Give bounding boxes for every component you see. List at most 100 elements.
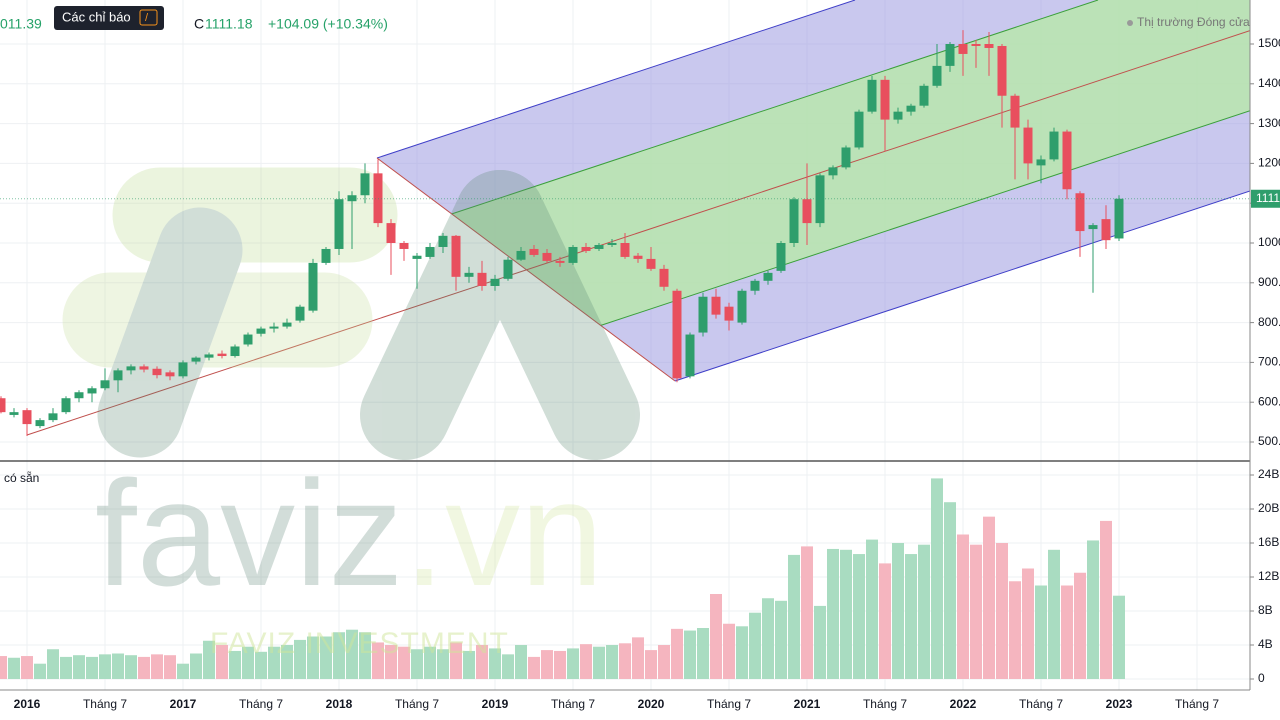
- candle-body: [841, 147, 851, 168]
- candle-body: [48, 413, 58, 421]
- volume-bar: [1113, 595, 1125, 679]
- x-tick-label: Tháng 7: [1019, 697, 1063, 711]
- volume-bar: [164, 655, 176, 679]
- volume-bar: [411, 649, 423, 679]
- candle-body: [958, 44, 968, 54]
- volume-bar: [996, 543, 1008, 679]
- volume-bar: [255, 651, 267, 679]
- volume-bar: [437, 649, 449, 679]
- volume-bar: [398, 646, 410, 679]
- volume-bar: [762, 598, 774, 679]
- candle-body: [230, 346, 240, 357]
- volume-bar: [125, 655, 137, 679]
- volume-bar: [177, 663, 189, 679]
- volume-bar: [1022, 568, 1034, 679]
- candle-body: [61, 398, 71, 413]
- y2-tick-label: 12B: [1258, 569, 1279, 583]
- candle-body: [1049, 131, 1059, 160]
- candle-body: [100, 380, 110, 389]
- volume-bar: [710, 594, 722, 679]
- candle-body: [633, 255, 643, 259]
- candle-body: [22, 410, 32, 425]
- candle-body: [867, 79, 877, 112]
- candle-body: [828, 167, 838, 176]
- candle-body: [1114, 198, 1124, 239]
- watermark-text: faviz.vn: [95, 449, 604, 617]
- candle-body: [74, 392, 84, 399]
- candle-body: [152, 368, 162, 376]
- candle-body: [581, 246, 591, 251]
- header-close-label: C: [194, 16, 204, 32]
- volume-bar: [502, 654, 514, 679]
- pitchfork: [26, 0, 1250, 436]
- x-tick-label: 2023: [1106, 697, 1133, 711]
- volume-bar: [47, 649, 59, 679]
- volume-bar: [684, 630, 696, 679]
- candle-body: [568, 246, 578, 263]
- volume-bar: [554, 650, 566, 679]
- volume-bar: [528, 656, 540, 679]
- volume-bar: [281, 645, 293, 679]
- y-tick-label: 500.00: [1258, 434, 1280, 448]
- volume-bar: [658, 645, 670, 679]
- tooltip-icon: [139, 9, 158, 26]
- candle-body: [1088, 225, 1098, 230]
- y-tick-label: 1200.00: [1258, 156, 1280, 170]
- candle-body: [932, 65, 942, 86]
- volume-bar: [840, 549, 852, 679]
- candle-body: [1101, 219, 1111, 241]
- y-tick-label: 800.00: [1258, 315, 1280, 329]
- volume-bar: [385, 645, 397, 679]
- candle-body: [1023, 127, 1033, 164]
- x-tick-label: 2018: [326, 697, 353, 711]
- y2-tick-label: 20B: [1258, 501, 1279, 515]
- candle-body: [347, 195, 357, 202]
- candle-body: [165, 372, 175, 377]
- volume-bar: [957, 534, 969, 679]
- pitchfork-line: [451, 0, 1099, 215]
- volume-bar: [242, 646, 254, 679]
- candle-body: [542, 252, 552, 261]
- candle-body: [607, 243, 617, 245]
- candle-body: [360, 173, 370, 196]
- x-tick-label: Tháng 7: [239, 697, 283, 711]
- candle-body: [997, 45, 1007, 96]
- candle-body: [178, 362, 188, 377]
- candle-body: [412, 255, 422, 259]
- candle-body: [1036, 159, 1046, 166]
- candle-body: [113, 370, 123, 381]
- candle-body: [529, 248, 539, 255]
- volume-bar: [1009, 581, 1021, 679]
- y-tick-label: 1300.00: [1258, 116, 1280, 130]
- volume-bar: [8, 657, 20, 679]
- volume-bar: [931, 478, 943, 679]
- candle-body: [724, 306, 734, 321]
- candle-body: [984, 44, 994, 48]
- header-open: 011.39: [0, 16, 42, 32]
- candle-body: [802, 199, 812, 224]
- x-tick-label: 2016: [14, 697, 41, 711]
- candle-body: [555, 260, 565, 263]
- candle-body: [282, 322, 292, 327]
- watermark-company: FAVIZ INVESTMENT: [210, 627, 509, 660]
- y-tick-label: 1000.00: [1258, 235, 1280, 249]
- volume-bar: [541, 650, 553, 679]
- candle-body: [763, 272, 773, 281]
- volume-bar: [34, 663, 46, 679]
- candle-body: [0, 398, 6, 413]
- candle-body: [516, 250, 526, 260]
- volume-bar: [151, 654, 163, 679]
- candle-body: [451, 235, 461, 277]
- volume-bar: [216, 645, 228, 679]
- x-tick-label: 2017: [170, 697, 197, 711]
- x-tick-label: 2021: [794, 697, 821, 711]
- candle-body: [893, 111, 903, 120]
- volume-note: có sẵn: [4, 470, 39, 485]
- volume-bar: [463, 650, 475, 679]
- candle-body: [256, 328, 266, 334]
- volume-bar: [814, 605, 826, 679]
- x-tick-label: 2022: [950, 697, 977, 711]
- volume-bar: [203, 640, 215, 679]
- volume-bar: [1087, 540, 1099, 679]
